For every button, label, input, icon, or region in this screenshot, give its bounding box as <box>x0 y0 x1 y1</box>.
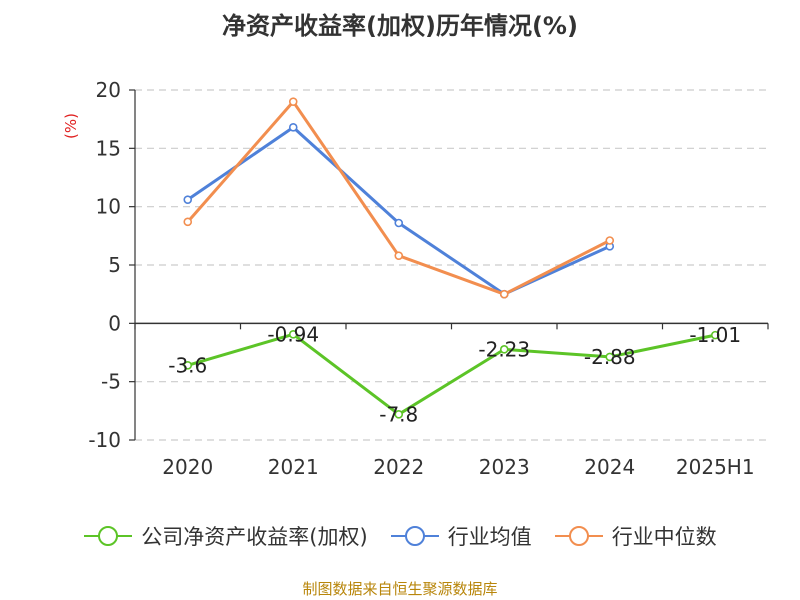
grid-lines <box>135 89 768 441</box>
data-label: -1.01 <box>689 323 741 347</box>
legend-item[interactable]: 行业中位数 <box>554 521 717 551</box>
y-tick-label: 10 <box>96 195 121 219</box>
data-point <box>394 251 404 260</box>
data-point <box>394 218 404 228</box>
y-tick-label: 0 <box>108 311 121 335</box>
source-note: 制图数据来自恒生聚源数据库 <box>302 580 498 598</box>
data-point <box>605 236 615 245</box>
x-tick-label: 2024 <box>584 455 635 479</box>
data-point <box>288 123 298 132</box>
data-point <box>605 352 615 362</box>
data-point <box>183 361 193 370</box>
x-tick-label: 2023 <box>479 455 530 479</box>
data-point <box>183 195 193 204</box>
data-point <box>288 329 298 339</box>
legend-label: 行业均值 <box>447 525 532 549</box>
data-point <box>499 345 509 354</box>
data-point <box>183 217 193 227</box>
legend-item[interactable]: 行业均值 <box>390 521 532 551</box>
data-label: -7.8 <box>379 402 418 426</box>
data-point <box>288 97 298 106</box>
legend-label: 公司净资产收益率(加权) <box>141 525 368 549</box>
legend-marker <box>390 526 439 546</box>
series-lines <box>183 97 720 419</box>
data-label: -3.6 <box>168 353 207 377</box>
data-label: -0.94 <box>267 322 319 346</box>
y-axis-unit-label: (%) <box>62 113 80 139</box>
x-tick-label: 2025H1 <box>676 455 755 479</box>
y-tick-label: -5 <box>101 370 121 394</box>
y-tick-label: 5 <box>108 253 121 277</box>
series-line <box>187 332 716 416</box>
series-line <box>186 125 611 296</box>
data-point <box>710 330 720 340</box>
legend-label: 行业中位数 <box>611 525 717 549</box>
chart-title: 净资产收益率(加权)历年情况(%) <box>222 12 578 40</box>
y-tick-label: -10 <box>88 428 121 452</box>
legend-marker <box>554 526 603 546</box>
data-labels: -3.6 -0.94 -7.8 -2.23 -2.88 -1.01 <box>168 322 741 426</box>
legend-item[interactable]: 公司净资产收益率(加权) <box>83 521 368 551</box>
data-label: -2.23 <box>478 337 530 361</box>
x-tick-label: 2021 <box>268 455 319 479</box>
legend: 公司净资产收益率(加权) 行业均值 行业中位数 <box>0 521 800 551</box>
data-label: -2.88 <box>584 345 636 369</box>
x-tick-label: 2020 <box>162 455 213 479</box>
data-point <box>394 410 404 419</box>
legend-marker <box>84 526 133 546</box>
x-tick-label: 2022 <box>373 455 424 479</box>
y-tick-label: 15 <box>96 136 121 160</box>
data-point <box>499 289 509 299</box>
y-tick-label: 20 <box>96 78 121 102</box>
axes: 20 15 10 5 0 -5 -10 (%) 2020 2021 2022 2023 2024 2025… <box>62 78 769 479</box>
